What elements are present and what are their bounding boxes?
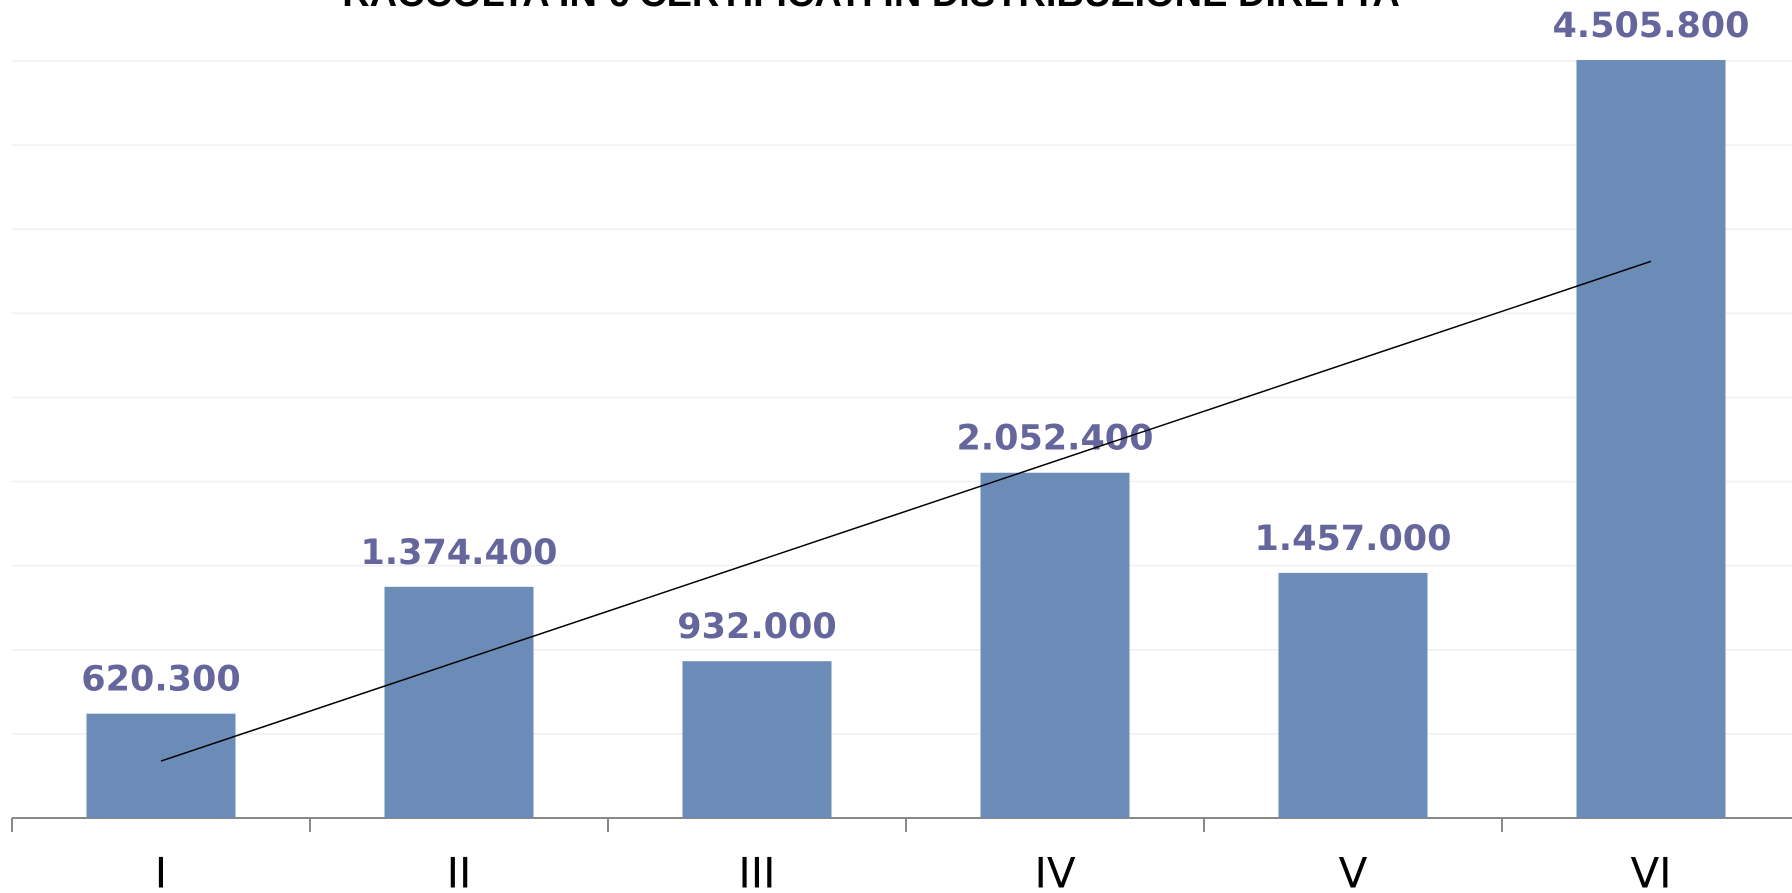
bar	[980, 472, 1130, 818]
bar	[86, 713, 236, 818]
x-tick-label: I	[155, 849, 167, 893]
x-tick-label: II	[447, 849, 472, 893]
value-label: 1.457.000	[1254, 519, 1451, 559]
bar	[1576, 60, 1726, 819]
x-tick-label: IV	[1034, 849, 1075, 893]
trendline	[160, 260, 1652, 762]
chart-title: RACCOLTA IN € CERTIFICATI IN DISTRIBUZIO…	[342, 0, 1400, 15]
x-tick-label: III	[738, 849, 775, 893]
x-tick-label: VI	[1630, 849, 1671, 893]
x-tick-label: V	[1339, 849, 1368, 893]
bar	[384, 586, 534, 818]
value-label: 1.374.400	[360, 533, 557, 573]
bar	[1278, 572, 1428, 818]
value-label: 4.505.800	[1552, 6, 1749, 46]
bar	[682, 661, 832, 818]
value-label: 932.000	[677, 607, 836, 647]
value-label: 620.300	[81, 660, 240, 700]
